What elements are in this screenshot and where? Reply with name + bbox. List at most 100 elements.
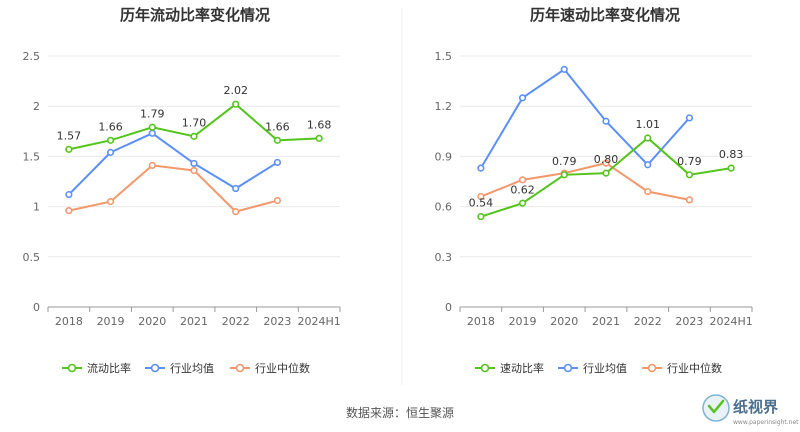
data-label: 1.68 [307,118,332,131]
series-line [480,136,732,218]
data-point[interactable] [560,171,568,179]
data-point[interactable] [644,134,652,142]
x-tick-label: 2019 [509,315,537,328]
legend-label: 行业中位数 [255,361,310,375]
x-tick-label: 2020 [550,315,578,328]
series-line [68,164,278,213]
data-point[interactable] [477,213,485,221]
data-point[interactable] [148,161,156,170]
y-tick-label: 1.5 [435,50,453,63]
legend-item[interactable]: 行业均值 [145,362,214,375]
data-point[interactable] [477,192,485,201]
data-point[interactable] [106,148,115,156]
y-tick-label: 2.5 [23,50,41,63]
x-tick-label: 2023 [263,315,291,328]
data-point[interactable] [477,164,485,172]
data-label: 0.62 [510,183,535,196]
brand-url: www.paperinsight.net [733,419,799,426]
quick-ratio-chart: 历年速动比率变化情况 0 0.3 0.6 0.9 1.2 1.5 2018 2019 2020 2… [435,6,753,375]
data-point[interactable] [232,184,240,193]
chart-title: 历年流动比率变化情况 [120,6,270,24]
data-point[interactable] [148,123,156,131]
x-tick-label: 2021 [180,315,208,328]
x-tick-label: 2022 [222,315,250,328]
data-point[interactable] [685,114,694,122]
data-point[interactable] [65,207,73,215]
data-point[interactable] [602,117,610,125]
legend-label: 行业均值 [170,362,214,375]
legend-label: 流动比率 [87,361,131,375]
data-point[interactable] [148,129,156,137]
legend-item[interactable]: 速动比率 [475,361,544,375]
data-point[interactable] [315,134,323,142]
data-point[interactable] [190,166,198,175]
data-point[interactable] [106,197,115,206]
data-point[interactable] [602,159,610,167]
y-tick-label: 0.5 [23,251,41,264]
data-point[interactable] [644,187,652,196]
x-tick-label: 2023 [675,315,703,328]
x-tick-label: 2021 [592,315,620,328]
data-point[interactable] [65,190,73,199]
data-point[interactable] [232,100,240,108]
data-point[interactable] [232,208,240,216]
data-label: 2.02 [223,84,248,97]
brand-logo: 纸视界 www.paperinsight.net [702,394,799,426]
legend-label: 行业中位数 [667,361,722,375]
series-line [479,68,691,169]
x-tick-label: 2020 [138,315,166,328]
y-tick-label: 0.6 [435,201,453,214]
data-label: 1.70 [182,116,207,129]
data-point[interactable] [518,199,527,207]
x-tick-label: 2022 [634,315,662,328]
y-tick-label: 0 [445,301,452,314]
data-point[interactable] [518,94,527,102]
data-label: 1.79 [140,107,165,120]
data-label: 1.66 [98,120,123,133]
data-label: 0.79 [552,155,577,168]
chart-title: 历年速动比率变化情况 [530,6,680,24]
series-line [68,132,278,196]
data-point[interactable] [644,161,652,169]
data-point[interactable] [685,196,694,204]
legend-label: 行业均值 [583,362,627,375]
data-point[interactable] [65,145,73,153]
data-point[interactable] [727,164,735,172]
legend-item[interactable]: 行业中位数 [230,361,310,375]
data-point[interactable] [190,159,198,168]
current-ratio-chart: 历年流动比率变化情况 0 0.5 1 1.5 2 2.5 2018 2019 2020 2021 2… [23,6,341,375]
y-tick-label: 1.2 [435,100,453,113]
data-point[interactable] [106,136,115,144]
data-point[interactable] [273,196,282,205]
data-point[interactable] [602,169,610,177]
y-tick-label: 1 [33,201,40,214]
x-tick-label: 2024H1 [710,315,753,328]
data-source: 数据来源：恒生聚源 [346,405,454,420]
y-tick-label: 0.9 [435,150,453,163]
data-label: 0.83 [719,148,744,161]
x-tick-label: 2018 [467,315,495,328]
x-tick-label: 2024H1 [298,315,341,328]
legend-marker-icon [235,363,245,373]
legend-marker-icon [563,363,573,373]
x-tick-label: 2018 [55,315,83,328]
legend-marker-icon [150,363,160,373]
series-line [480,162,690,201]
data-point[interactable] [560,65,568,73]
legend-item[interactable]: 行业均值 [558,362,627,375]
data-point[interactable] [273,136,282,144]
data-point[interactable] [518,176,527,184]
legend-item[interactable]: 行业中位数 [642,361,722,375]
data-label: 0.79 [677,155,702,168]
y-tick-label: 2 [33,100,40,113]
y-tick-label: 0.3 [435,251,453,264]
legend-marker-icon [647,363,657,373]
legend-item[interactable]: 流动比率 [62,361,131,375]
data-label: 1.01 [635,118,660,131]
data-point[interactable] [190,132,198,140]
data-label: 0.54 [469,197,494,210]
y-tick-label: 1.5 [23,150,41,163]
data-point[interactable] [273,158,282,167]
data-point[interactable] [685,171,694,179]
data-label: 1.57 [57,129,82,142]
